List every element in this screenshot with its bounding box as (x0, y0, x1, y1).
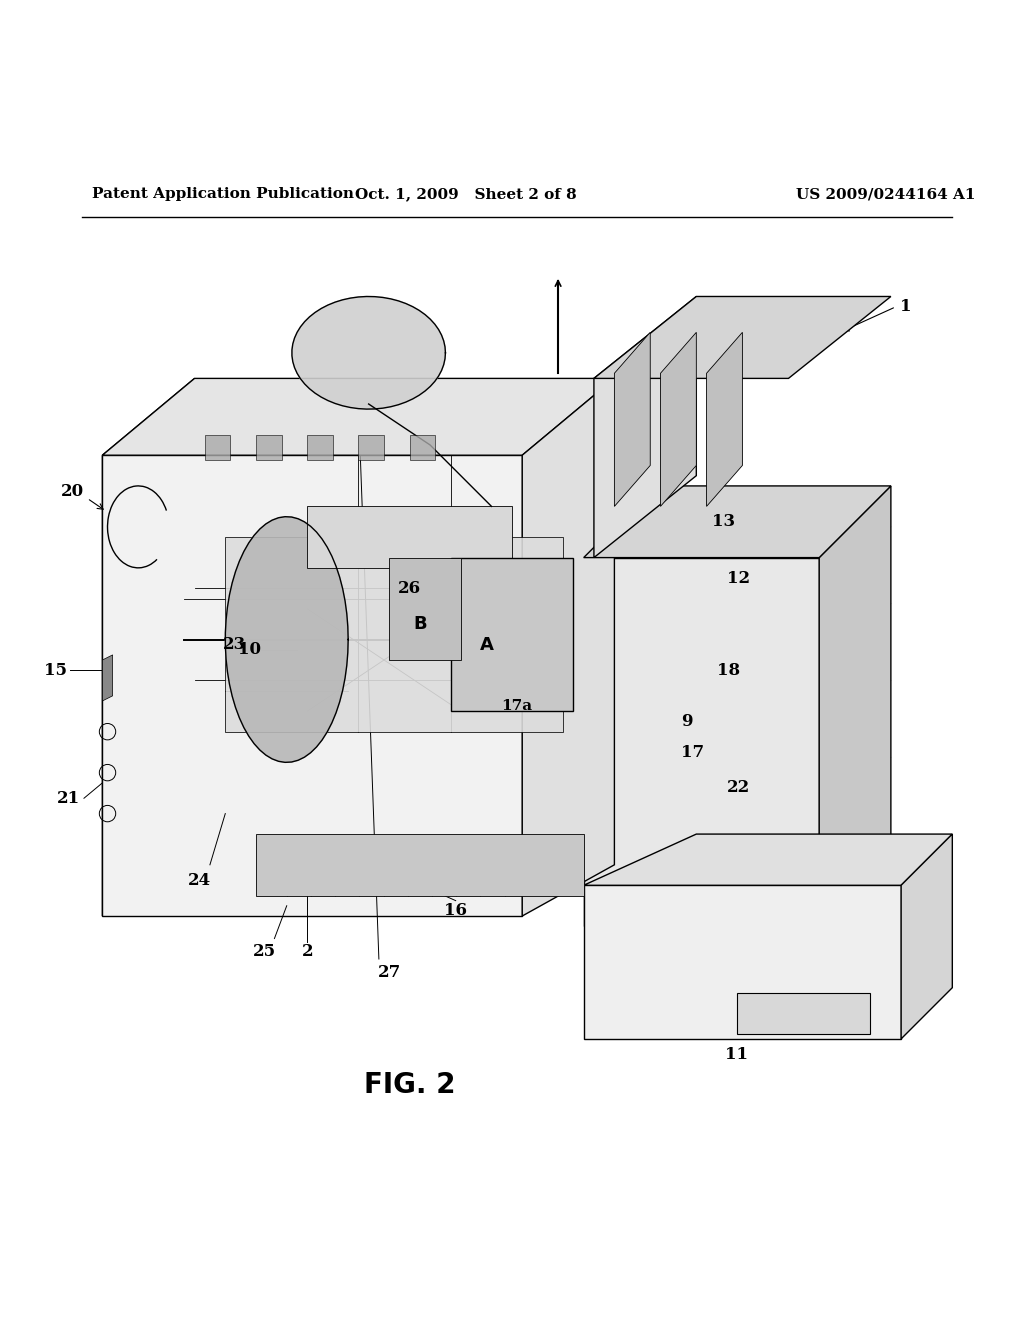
Polygon shape (614, 333, 650, 507)
Polygon shape (584, 486, 891, 557)
Polygon shape (358, 434, 384, 461)
Polygon shape (522, 379, 614, 916)
Polygon shape (594, 297, 696, 557)
Polygon shape (307, 507, 512, 568)
Text: 22: 22 (727, 780, 751, 796)
Text: 9: 9 (681, 713, 692, 730)
Polygon shape (389, 557, 461, 660)
Text: 13: 13 (712, 513, 735, 531)
Polygon shape (594, 297, 891, 379)
Polygon shape (737, 993, 870, 1034)
Polygon shape (584, 557, 819, 927)
Text: 12: 12 (727, 570, 751, 586)
Text: B: B (413, 615, 427, 634)
Text: 21: 21 (56, 789, 80, 807)
Text: 15: 15 (44, 661, 67, 678)
Text: 18: 18 (717, 661, 740, 678)
Text: 26: 26 (398, 579, 421, 597)
Polygon shape (901, 834, 952, 1039)
Polygon shape (707, 333, 742, 507)
Text: 25: 25 (253, 944, 275, 961)
Text: 27: 27 (378, 964, 400, 981)
Text: 1: 1 (900, 298, 912, 315)
Polygon shape (102, 655, 113, 701)
Polygon shape (225, 516, 348, 763)
Polygon shape (307, 434, 333, 461)
Text: 2: 2 (301, 944, 313, 961)
Polygon shape (292, 297, 445, 409)
Polygon shape (819, 486, 891, 927)
Text: 24: 24 (188, 871, 211, 888)
Text: 17a: 17a (502, 700, 532, 713)
Polygon shape (102, 379, 195, 916)
Text: Patent Application Publication: Patent Application Publication (92, 187, 354, 201)
Polygon shape (225, 537, 563, 731)
Text: 23: 23 (222, 636, 246, 653)
Polygon shape (256, 834, 584, 895)
Polygon shape (205, 434, 230, 461)
Text: 17: 17 (681, 743, 705, 760)
Text: 20: 20 (60, 483, 84, 499)
Polygon shape (584, 834, 952, 886)
Polygon shape (660, 333, 696, 507)
Polygon shape (584, 886, 901, 1039)
Text: 11: 11 (725, 1045, 748, 1063)
Polygon shape (410, 434, 435, 461)
Polygon shape (256, 434, 282, 461)
Polygon shape (102, 455, 522, 916)
Text: Oct. 1, 2009   Sheet 2 of 8: Oct. 1, 2009 Sheet 2 of 8 (355, 187, 577, 201)
Text: A: A (479, 636, 494, 653)
Polygon shape (451, 557, 573, 711)
Text: US 2009/0244164 A1: US 2009/0244164 A1 (796, 187, 976, 201)
Text: 10: 10 (239, 642, 261, 659)
Text: 16: 16 (444, 903, 467, 919)
Polygon shape (102, 379, 614, 455)
Text: FIG. 2: FIG. 2 (364, 1071, 456, 1100)
